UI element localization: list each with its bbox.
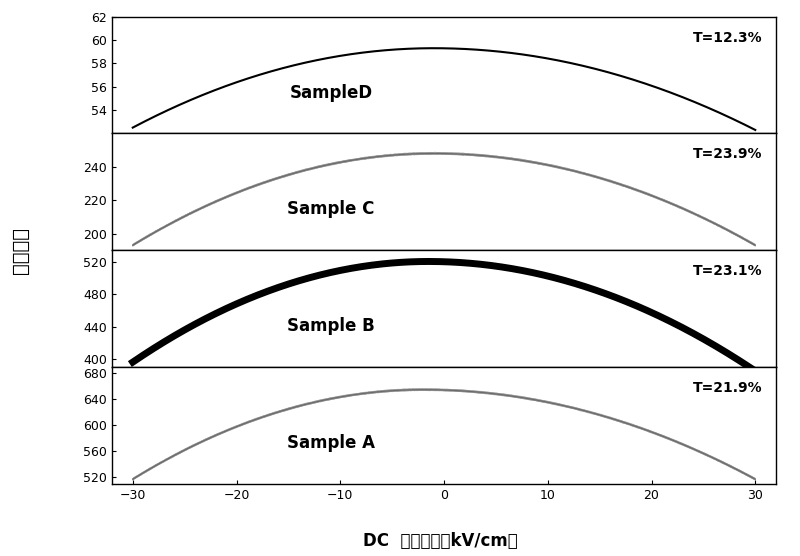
Text: Sample B: Sample B (287, 317, 375, 335)
Text: DC  电场强度（kV/cm）: DC 电场强度（kV/cm） (362, 533, 518, 550)
Text: T=12.3%: T=12.3% (693, 31, 762, 44)
Text: Sample A: Sample A (287, 434, 375, 452)
Text: Sample C: Sample C (287, 200, 375, 219)
Text: T=23.1%: T=23.1% (693, 264, 762, 278)
Text: SampleD: SampleD (290, 83, 373, 102)
Text: T=23.9%: T=23.9% (694, 147, 762, 161)
Text: 介电常数: 介电常数 (10, 227, 30, 274)
Text: T=21.9%: T=21.9% (693, 381, 762, 395)
